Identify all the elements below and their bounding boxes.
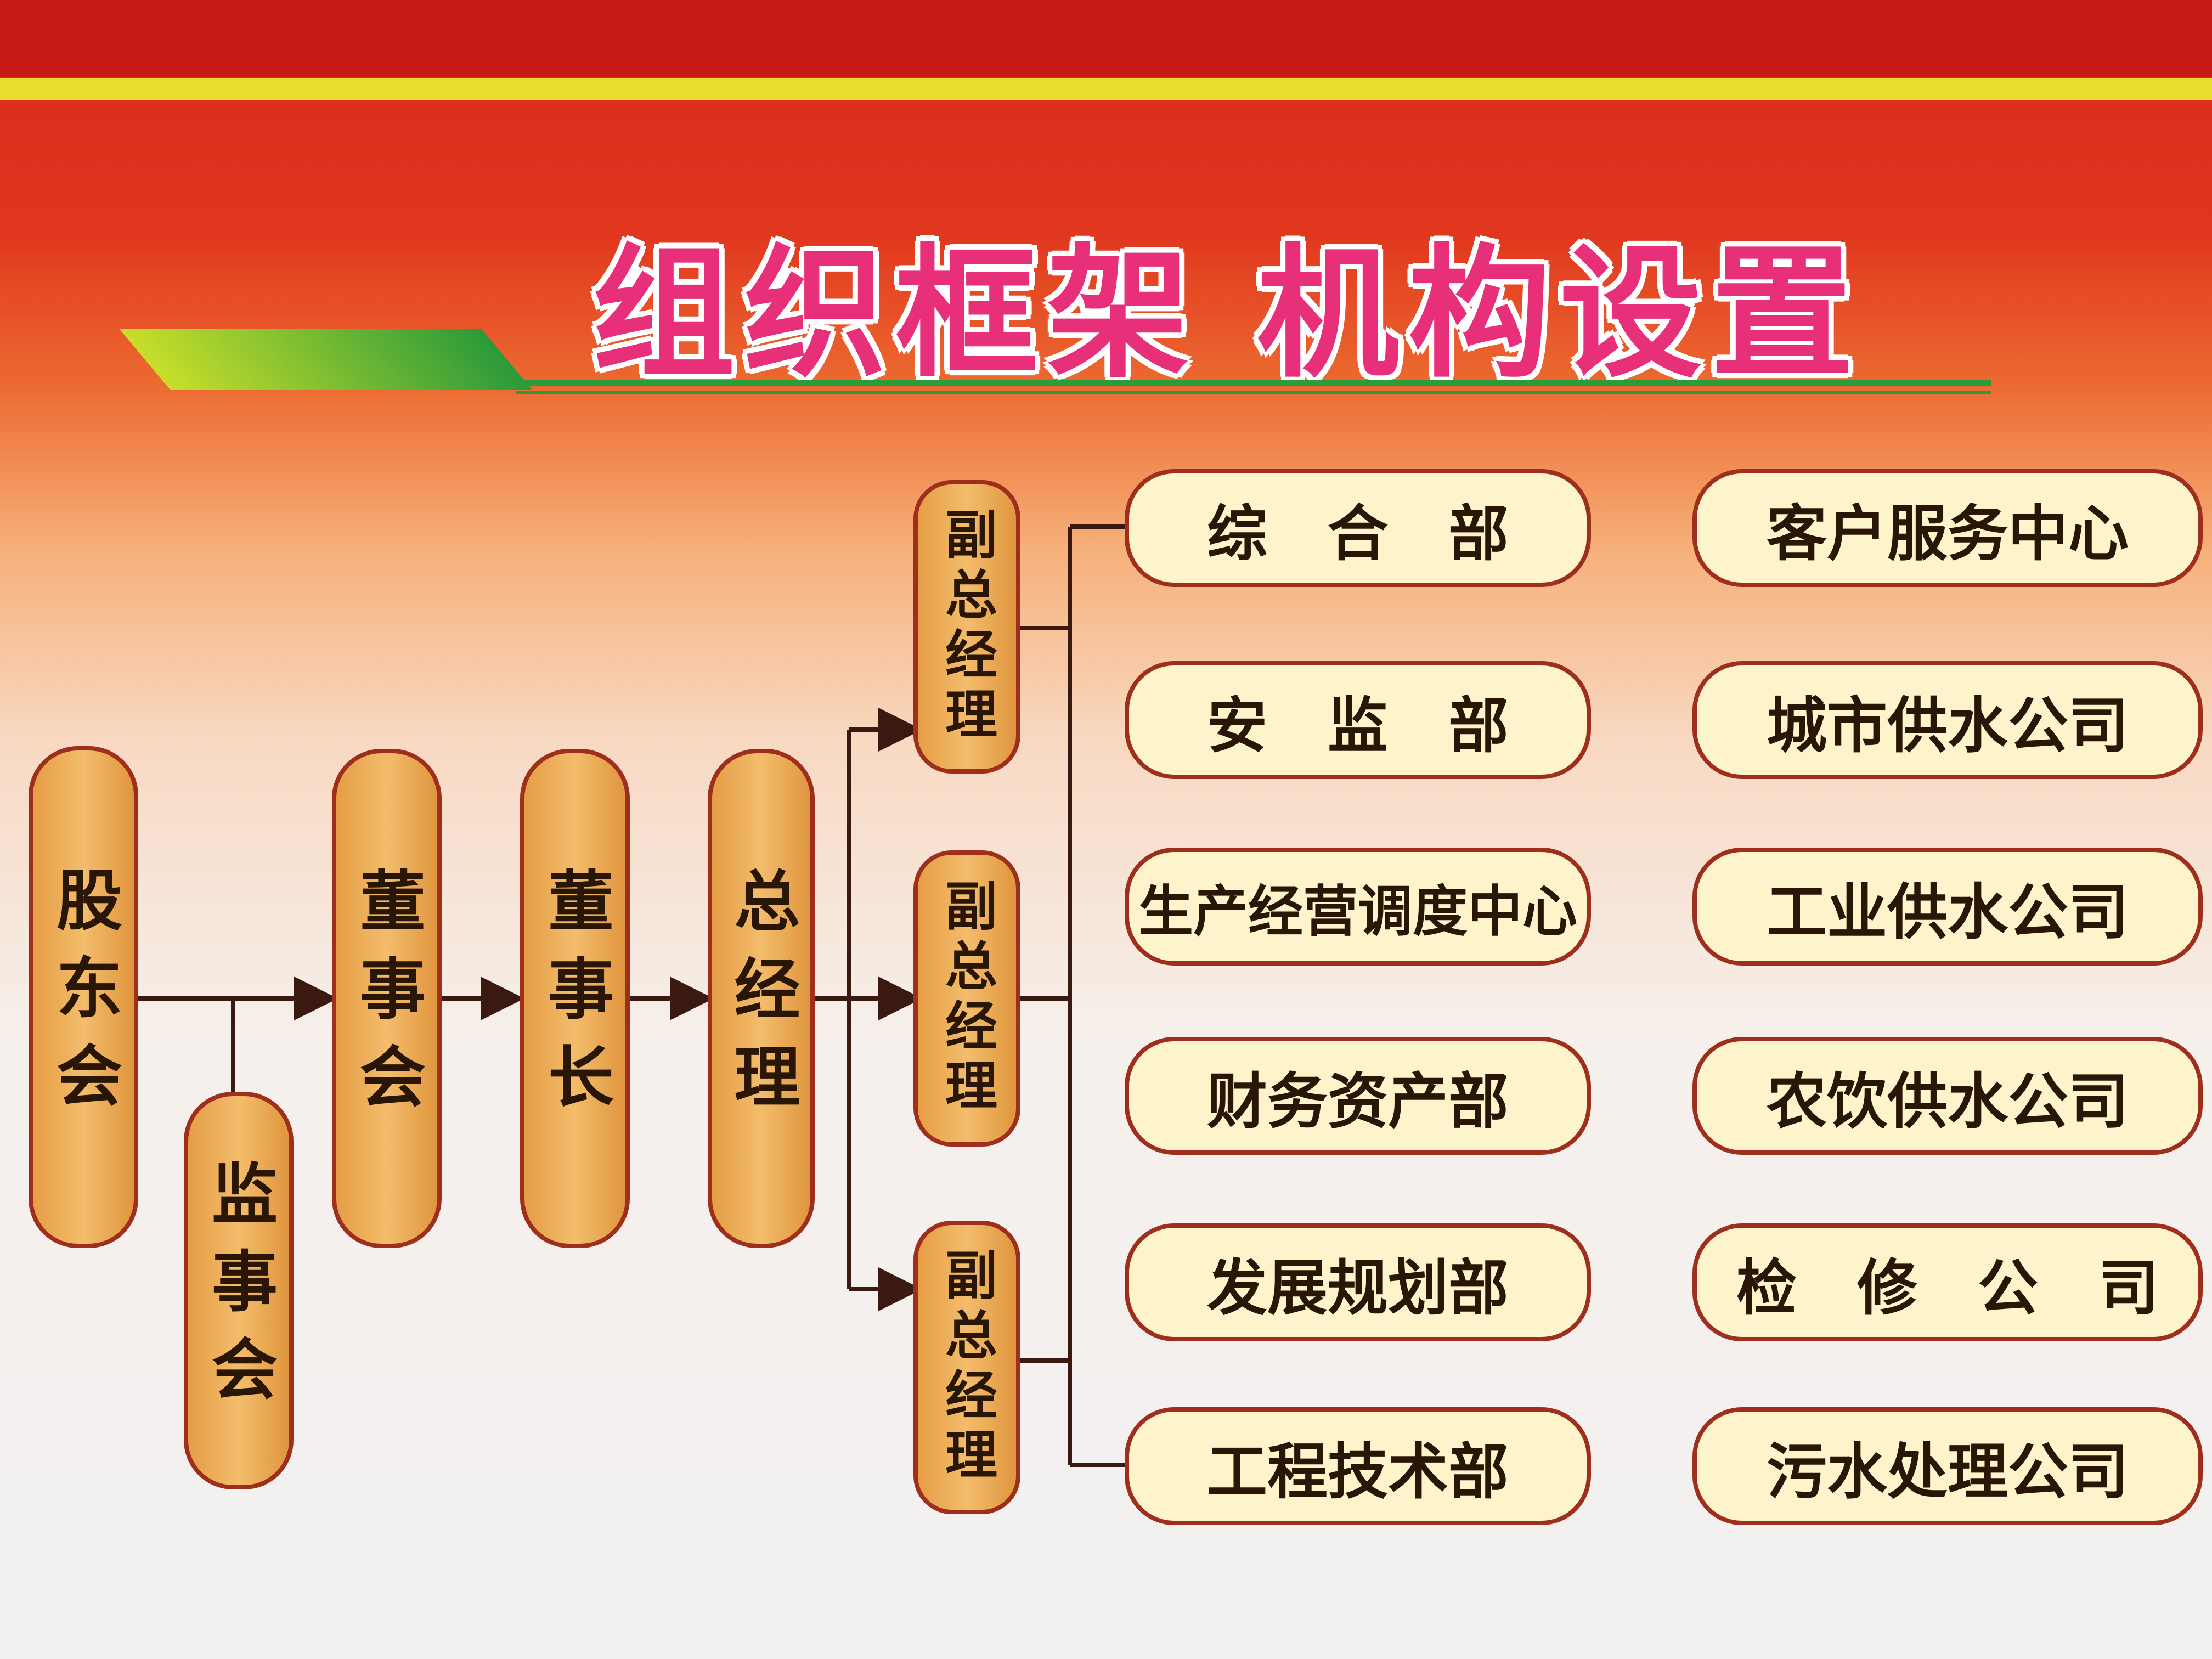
dept-production-dispatch: 生产经营调度中心 bbox=[1125, 848, 1591, 966]
dept-safety-supervision: 安 监 部 bbox=[1125, 661, 1591, 779]
dept-engineering: 工程技术部 bbox=[1125, 1407, 1591, 1525]
dept-general-office: 综 合 部 bbox=[1125, 469, 1591, 587]
node-deputy-manager-3: 副总经理 bbox=[913, 1221, 1020, 1514]
green-underline bbox=[516, 380, 1991, 386]
node-general-manager: 总经理 bbox=[708, 749, 815, 1248]
node-board: 董事会 bbox=[332, 749, 442, 1248]
node-deputy-manager-2: 副总经理 bbox=[913, 850, 1020, 1147]
sub-maintenance: 检 修 公 司 bbox=[1692, 1223, 2203, 1341]
top-red-strip bbox=[0, 0, 2212, 77]
sub-industrial-water: 工业供水公司 bbox=[1692, 848, 2203, 966]
sub-urban-water: 城市供水公司 bbox=[1692, 661, 2203, 779]
node-chairman: 董事长 bbox=[520, 749, 630, 1248]
sub-customer-service: 客户服务中心 bbox=[1692, 469, 2203, 587]
dept-development-planning: 发展规划部 bbox=[1125, 1223, 1591, 1341]
node-supervisors: 监事会 bbox=[184, 1092, 294, 1489]
green-underline-thin bbox=[516, 391, 1991, 394]
node-deputy-manager-1: 副总经理 bbox=[913, 480, 1020, 774]
node-shareholders: 股东会 bbox=[29, 746, 138, 1248]
sub-rural-water: 农饮供水公司 bbox=[1692, 1037, 2203, 1155]
yellow-divider bbox=[0, 78, 2212, 100]
dept-finance-assets: 财务资产部 bbox=[1125, 1037, 1591, 1155]
sub-sewage-treatment: 污水处理公司 bbox=[1692, 1407, 2203, 1525]
